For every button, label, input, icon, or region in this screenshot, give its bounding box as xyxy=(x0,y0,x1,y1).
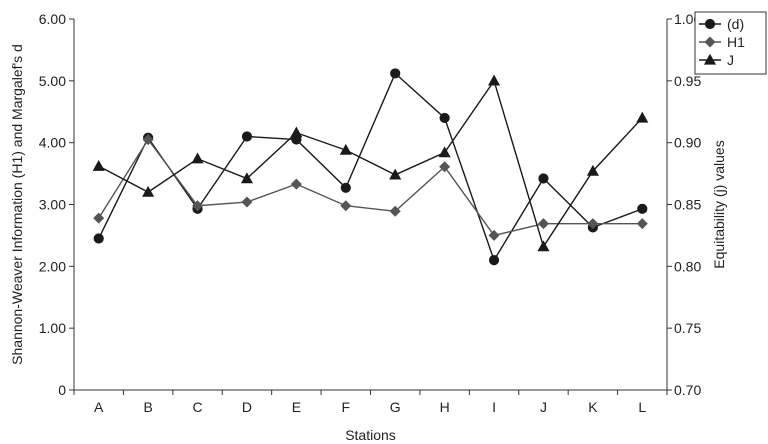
x-tick-label: F xyxy=(342,399,351,415)
x-tick-label: B xyxy=(143,399,152,415)
x-tick-label: K xyxy=(588,399,598,415)
legend: (d) H1 J xyxy=(694,11,767,75)
right-tick-label: 0.75 xyxy=(674,320,701,336)
data-point xyxy=(192,200,204,212)
data-point xyxy=(636,111,649,123)
x-tick-label: A xyxy=(94,399,104,415)
data-point xyxy=(538,173,549,184)
data-point xyxy=(389,205,401,217)
series-1 xyxy=(93,134,648,241)
right-axis-title: Equitability (j) values xyxy=(711,140,727,268)
left-tick-label: 0 xyxy=(58,382,66,398)
data-point xyxy=(240,172,254,184)
data-point xyxy=(488,229,500,241)
data-point xyxy=(340,182,351,193)
legend-marker xyxy=(704,36,716,48)
data-point xyxy=(290,178,302,190)
left-tick-label: 4.00 xyxy=(39,135,66,151)
data-point xyxy=(637,203,648,214)
data-point xyxy=(587,218,599,230)
x-tick-label: D xyxy=(242,399,252,415)
left-tick-label: 5.00 xyxy=(39,73,66,89)
data-point xyxy=(389,168,402,180)
data-point xyxy=(537,240,550,252)
data-point xyxy=(93,233,104,244)
x-tick-label: J xyxy=(540,399,547,415)
right-tick-label: 0.95 xyxy=(674,73,701,89)
data-point xyxy=(438,146,451,158)
data-point xyxy=(439,161,451,173)
left-tick-label: 2.00 xyxy=(39,258,66,274)
right-tick-label: 0.80 xyxy=(674,258,701,274)
data-point xyxy=(390,68,401,79)
left-axis-title: Shannon-Weaver Information (H1) and Marg… xyxy=(9,44,25,365)
left-tick-label: 1.00 xyxy=(39,320,66,336)
data-point xyxy=(340,200,352,212)
series-line xyxy=(98,138,643,237)
legend-marker xyxy=(703,53,717,65)
data-point xyxy=(142,134,154,146)
series-0 xyxy=(93,68,648,266)
series-layer xyxy=(92,68,649,266)
legend-marker xyxy=(704,18,716,30)
data-point xyxy=(537,218,549,230)
right-tick-label: 0.90 xyxy=(674,135,701,151)
left-tick-label: 6.00 xyxy=(39,11,66,27)
x-tick-label: I xyxy=(492,399,496,415)
data-point xyxy=(439,112,450,124)
x-tick-label: G xyxy=(390,399,401,415)
x-tick-label: L xyxy=(638,399,646,415)
series-2 xyxy=(92,74,649,252)
data-point xyxy=(487,74,501,86)
axes-layer: 0 1.00 2.00 3.00 4.00 5.00 6.00 0.70 0.75 0.80 0.8… xyxy=(9,11,727,443)
data-point xyxy=(241,196,253,208)
series-line xyxy=(98,72,643,262)
legend-label: H1 xyxy=(727,34,745,50)
data-point xyxy=(290,126,303,138)
legend-label: (d) xyxy=(727,16,744,32)
legend-label: J xyxy=(727,52,734,68)
data-point xyxy=(241,131,253,142)
data-point xyxy=(191,152,204,164)
right-tick-label: 0.85 xyxy=(674,197,701,213)
x-axis-title: Stations xyxy=(345,427,396,443)
x-tick-label: H xyxy=(440,399,450,415)
data-point xyxy=(488,255,500,266)
x-tick-label: E xyxy=(292,399,301,415)
data-point xyxy=(142,185,155,197)
left-tick-label: 3.00 xyxy=(39,197,66,213)
data-point xyxy=(339,143,352,155)
data-point xyxy=(586,164,599,176)
data-point xyxy=(93,212,105,224)
data-point xyxy=(92,159,105,171)
series-line xyxy=(98,79,643,249)
right-tick-label: 0.70 xyxy=(674,382,701,398)
data-point xyxy=(636,218,648,230)
x-tick-label: C xyxy=(192,399,202,415)
